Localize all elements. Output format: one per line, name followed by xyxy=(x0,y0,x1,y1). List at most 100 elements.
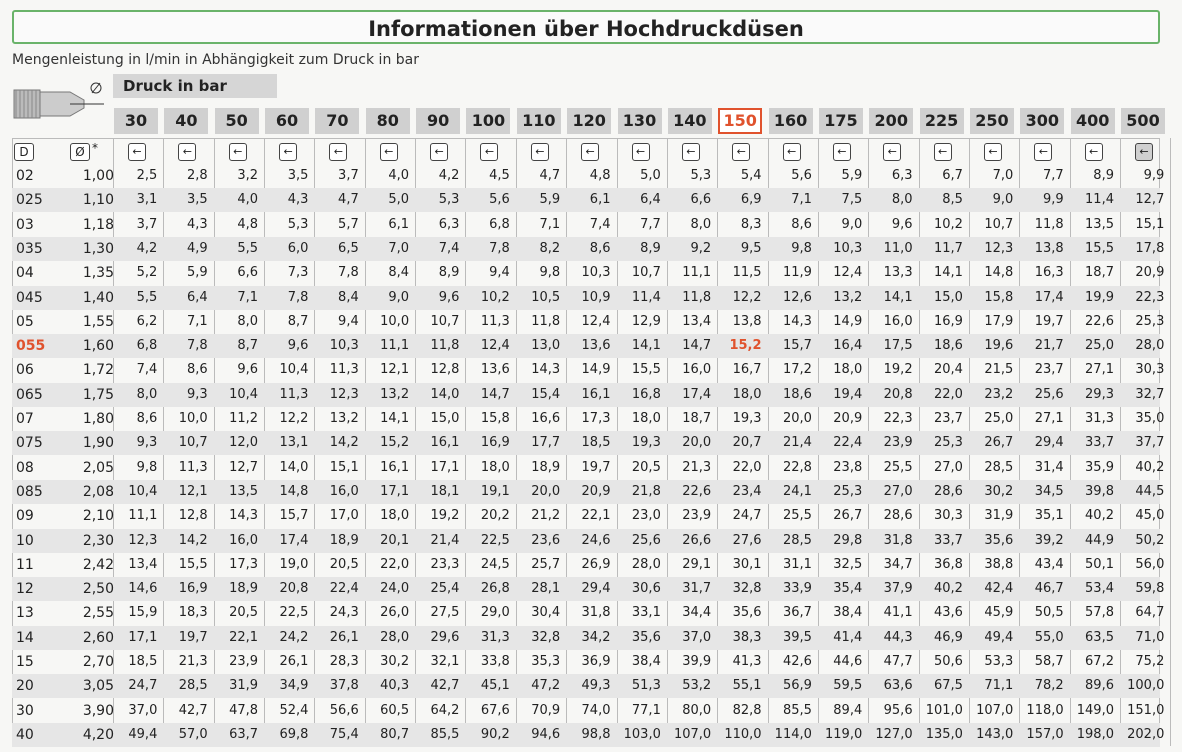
flow-value-cell: 13,3 xyxy=(883,265,913,281)
flow-value-cell: 5,4 xyxy=(740,168,762,183)
arrow-index-icon: ← xyxy=(118,142,154,162)
arrow-index-icon: ← xyxy=(622,142,658,162)
table-row: 30 3,90 37,0 42,7 47,8 52,4 56,6 60,5 64,2 67,6 70… xyxy=(12,699,1164,723)
flow-value-cell: 3,1 xyxy=(136,192,158,208)
flow-value-cell: 10,4 xyxy=(279,362,309,378)
flow-value-cell: 25,5 xyxy=(782,508,812,524)
arrow-index-icon: ← xyxy=(873,142,909,162)
flow-value-cell: 24,1 xyxy=(782,483,812,499)
flow-value-cell: 57,0 xyxy=(178,726,208,742)
flow-value-cell: 13,1 xyxy=(279,435,309,451)
pressure-header-200: 200 xyxy=(869,108,914,134)
flow-value-cell: 74,0 xyxy=(581,702,611,718)
flow-value-cell: 127,0 xyxy=(875,726,913,742)
table-subtitle: Mengenleistung in l/min in Abhängigkeit … xyxy=(12,52,419,68)
flow-value-cell: 44,9 xyxy=(1085,532,1114,548)
nozzle-diameter: 3,90 xyxy=(82,702,114,719)
flow-value-cell: 15,2 xyxy=(729,338,762,354)
arrow-index-icon: ← xyxy=(521,142,557,162)
pressure-header-40: 40 xyxy=(164,108,209,134)
nozzle-code: 07 xyxy=(16,411,34,427)
flow-value-cell: 38,8 xyxy=(984,556,1014,572)
flow-value-cell: 11,7 xyxy=(933,240,963,256)
flow-value-cell: 12,3 xyxy=(128,532,158,548)
flow-value-cell: 11,8 xyxy=(430,338,460,354)
nozzle-code: 035 xyxy=(16,240,43,257)
table-row: 06 1,72 7,4 8,6 9,6 10,4 11,3 12,1 12,8 13,6 14,3 1… xyxy=(12,358,1164,382)
flow-value-cell: 18,7 xyxy=(682,411,712,426)
flow-value-cell: 98,8 xyxy=(581,726,611,742)
flow-value-cell: 38,3 xyxy=(732,629,762,645)
flow-value-cell: 33,7 xyxy=(1085,435,1114,451)
flow-value-cell: 22,5 xyxy=(480,532,510,548)
page-title: Informationen über Hochdruckdüsen xyxy=(12,10,1160,44)
flow-value-cell: 135,0 xyxy=(925,726,963,742)
nozzle-diameter: 1,40 xyxy=(82,289,114,306)
flow-value-cell: 12,4 xyxy=(833,265,863,281)
flow-value-cell: 27,1 xyxy=(1085,362,1114,378)
flow-value-cell: 40,2 xyxy=(933,581,963,597)
flow-value-cell: 58,7 xyxy=(1034,654,1064,669)
flow-value-cell: 32,1 xyxy=(430,654,460,669)
flow-value-cell: 7,0 xyxy=(992,168,1014,183)
nozzle-diameter: 1,72 xyxy=(82,362,114,379)
flow-value-cell: 4,8 xyxy=(589,168,611,183)
flow-value-cell: 11,9 xyxy=(782,265,812,281)
pressure-header-250: 250 xyxy=(969,108,1014,134)
flow-value-cell: 38,4 xyxy=(631,654,661,669)
flow-value-cell: 39,8 xyxy=(1085,483,1114,499)
flow-value-cell: 17,1 xyxy=(128,629,158,645)
flow-value-cell: 34,2 xyxy=(581,629,611,645)
flow-value-cell: 18,9 xyxy=(531,459,561,475)
flow-value-cell: 8,7 xyxy=(237,338,259,354)
nozzle-diameter: 2,60 xyxy=(82,629,114,646)
flow-value-cell: 16,0 xyxy=(883,313,913,329)
flow-value-cell: 63,5 xyxy=(1085,629,1114,645)
table-row: 065 1,75 8,0 9,3 10,4 11,3 12,3 13,2 14,0 14,7 15,… xyxy=(12,382,1164,407)
nozzle-code: 055 xyxy=(16,338,46,355)
flow-value-cell: 47,2 xyxy=(531,678,561,694)
flow-value-cell: 26,6 xyxy=(682,532,712,548)
pressure-header-30: 30 xyxy=(114,108,158,134)
flow-value-cell: 85,5 xyxy=(430,726,460,742)
flow-value-cell: 29,0 xyxy=(480,605,510,621)
flow-value-cell: 18,5 xyxy=(128,654,158,669)
flow-value-cell: 15,0 xyxy=(933,289,963,305)
flow-value-cell: 19,4 xyxy=(833,386,863,402)
nozzle-code: 14 xyxy=(16,629,34,646)
flow-value-cell: 25,0 xyxy=(984,411,1014,426)
flow-value-cell: 2,5 xyxy=(136,168,158,183)
flow-value-cell: 4,0 xyxy=(388,168,410,183)
flow-value-cell: 9,9 xyxy=(1042,192,1064,208)
pressure-header-110: 110 xyxy=(516,108,561,134)
flow-value-cell: 20,5 xyxy=(631,459,661,475)
flow-value-cell: 15,8 xyxy=(480,411,510,426)
flow-value-cell: 14,2 xyxy=(178,532,208,548)
nozzle-diameter: 1,55 xyxy=(82,313,114,330)
nozzle-code: 09 xyxy=(16,508,34,525)
flow-value-cell: 17,3 xyxy=(581,411,611,426)
flow-value-cell: 33,9 xyxy=(782,581,812,597)
flow-value-cell: 29,3 xyxy=(1085,386,1114,402)
arrow-index-icon: ← xyxy=(823,142,859,162)
arrow-index-icon: ← xyxy=(470,142,506,162)
arrow-index-icon: ← xyxy=(773,142,809,162)
flow-value-cell: 85,5 xyxy=(782,702,812,718)
flow-value-cell: 8,4 xyxy=(388,265,410,281)
flow-value-cell: 11,4 xyxy=(1085,192,1114,208)
flow-value-cell: 9,6 xyxy=(287,338,309,354)
flow-value-cell: 6,0 xyxy=(287,240,309,256)
flow-value-cell: 14,8 xyxy=(279,483,309,499)
flow-value-cell: 11,1 xyxy=(682,265,712,281)
flow-value-cell: 18,3 xyxy=(178,605,208,621)
flow-value-cell: 12,4 xyxy=(480,338,510,354)
flow-value-cell: 19,7 xyxy=(178,629,208,645)
flow-value-cell: 5,9 xyxy=(841,168,863,183)
flow-value-cell: 14,7 xyxy=(480,386,510,402)
flow-value-cell: 12,7 xyxy=(229,459,259,475)
flow-value-cell: 28,0 xyxy=(631,556,661,572)
flow-value-cell: 4,8 xyxy=(237,216,259,232)
flow-value-cell: 6,8 xyxy=(136,338,158,354)
arrow-index-icon: ← xyxy=(168,142,204,162)
flow-value-cell: 50,1 xyxy=(1085,556,1114,572)
